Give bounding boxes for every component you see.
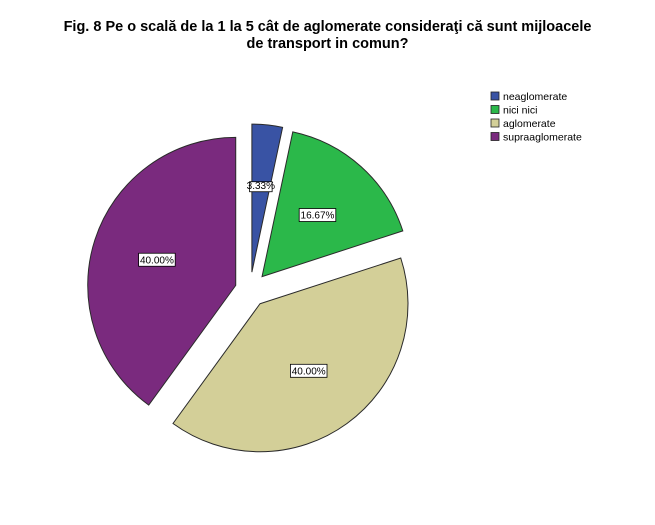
value-label-aglomerate: 40.00% — [290, 363, 328, 378]
legend-swatch-supraaglomerate — [490, 132, 500, 141]
value-label-text: 40.00% — [140, 255, 174, 266]
chart-title: Fig. 8 Pe o scală de la 1 la 5 cât de ag… — [0, 19, 655, 53]
legend-swatch-neaglomerate — [490, 91, 500, 101]
pie-slice-neaglomerate — [251, 123, 284, 273]
value-label-box — [290, 363, 328, 378]
value-label-box — [138, 252, 176, 267]
pie-value-labels: 3.33% 16.67% 40.00% 40.00% — [138, 181, 337, 378]
value-label-box — [249, 181, 273, 193]
legend-label-supraaglomerate: supraaglomerate — [503, 132, 582, 144]
value-label-nici-nici: 16.67% — [298, 208, 337, 222]
legend-swatch-aglomerate — [490, 118, 500, 128]
pie-slice-nici-nici — [261, 131, 404, 278]
legend-label-aglomerate: aglomerate — [503, 118, 556, 130]
pie-slice-aglomerate — [172, 257, 409, 453]
chart-title-line-2: de transport in comun? — [246, 36, 409, 52]
value-label-text: 3.33% — [247, 181, 275, 192]
value-label-text: 40.00% — [292, 366, 326, 377]
legend-swatch-nici-nici — [490, 105, 500, 114]
chart-title-line-1: Fig. 8 Pe o scală de la 1 la 5 cât de ag… — [63, 19, 592, 35]
pie-slices — [87, 123, 409, 453]
legend-label-neaglomerate: neaglomerate — [503, 91, 567, 103]
value-label-neaglomerate: 3.33% — [247, 181, 275, 192]
pie-slice-supraaglomerate — [87, 136, 237, 406]
legend-label-nici-nici: nici nici — [503, 105, 537, 117]
value-label-box — [298, 208, 337, 222]
value-label-text: 16.67% — [301, 211, 335, 222]
value-label-supraaglomerate: 40.00% — [138, 252, 176, 267]
